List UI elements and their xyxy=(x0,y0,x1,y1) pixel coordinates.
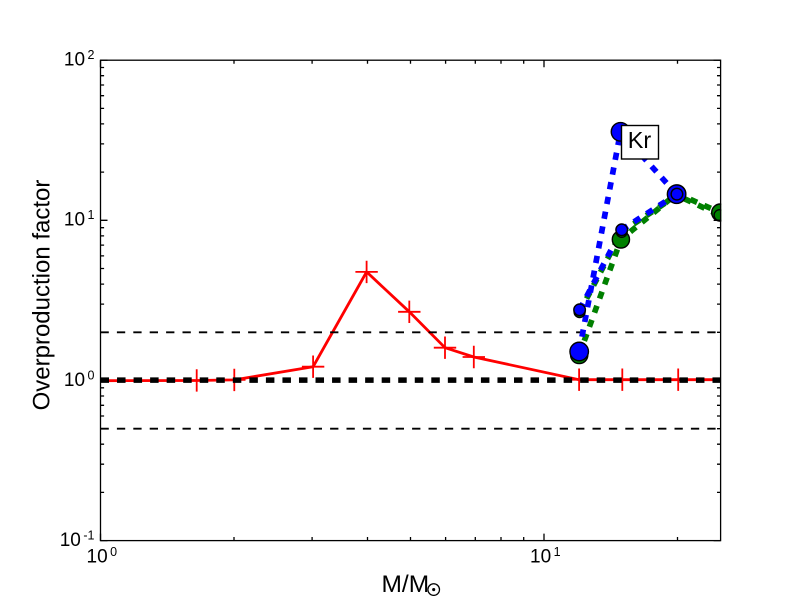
svg-text:Kr: Kr xyxy=(628,127,652,153)
svg-text:M/M: M/M xyxy=(382,571,430,598)
svg-text:Overproduction factor: Overproduction factor xyxy=(29,180,56,411)
